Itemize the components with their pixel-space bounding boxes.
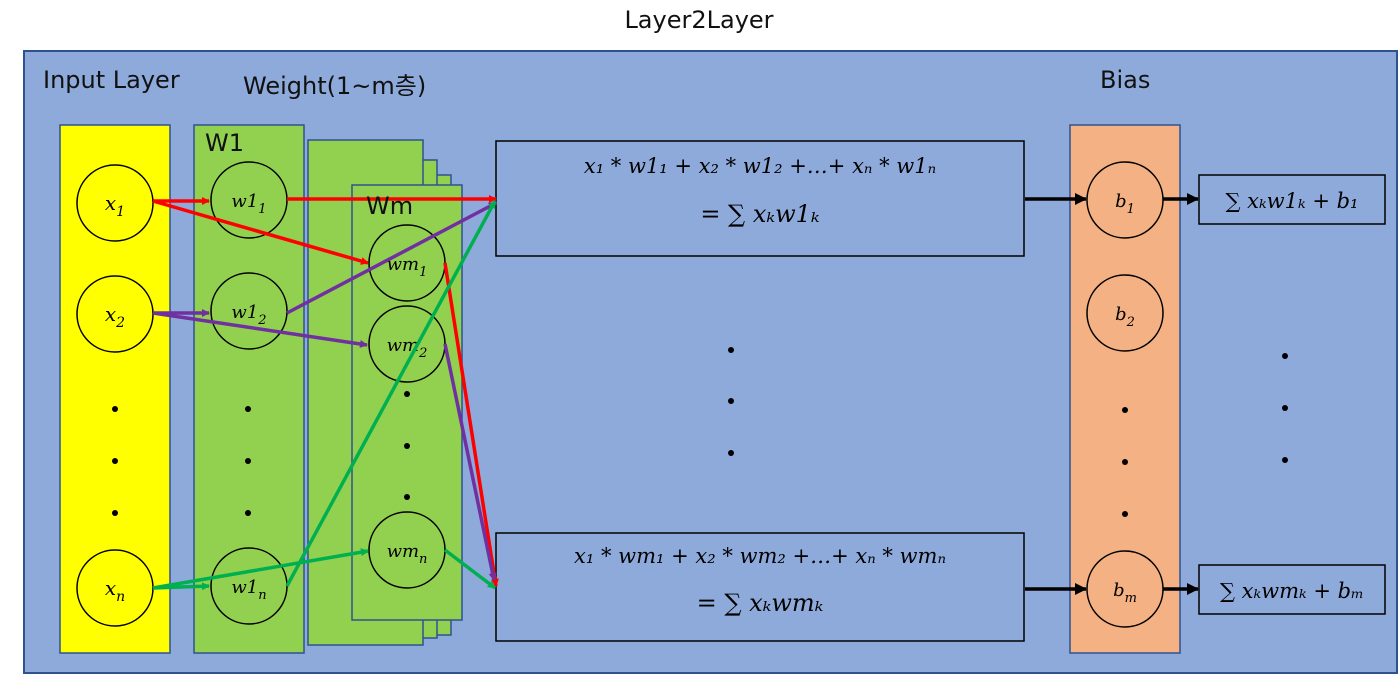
sum-equation-wm-line1: x₁ * wm₁ + x₂ * wm₂ +…+ xₙ * wmₙ [574, 544, 946, 568]
output-equation-m: ∑ xₖwmₖ + bₘ [1220, 579, 1364, 603]
bias-node: bm [1086, 550, 1164, 628]
diagram-title: Layer2Layer [624, 6, 774, 34]
weight-node-wm: wmn [368, 511, 446, 589]
edges-xn [152, 200, 497, 591]
edges-x1 [152, 195, 499, 587]
sum-equation-wm-line2: = ∑ xₖwmₖ [697, 589, 824, 617]
output-box-1 [1198, 174, 1386, 225]
output-box-m [1198, 564, 1386, 615]
svg-text:b2: b2 [1115, 304, 1135, 330]
ellipsis-dots [112, 347, 1288, 517]
svg-text:w11: w11 [231, 191, 266, 217]
svg-text:w1n: w1n [231, 577, 266, 603]
w1-stack-label: W1 [205, 129, 244, 157]
svg-text:w12: w12 [231, 302, 266, 328]
input-node: x1 [76, 164, 154, 242]
weight-node-w1: w11 [210, 161, 288, 239]
weight-node-wm: wm2 [368, 305, 446, 383]
input-node: x2 [76, 275, 154, 353]
output-equation-1: ∑ xₖw1ₖ + b₁ [1226, 189, 1359, 213]
svg-text:b1: b1 [1115, 191, 1135, 217]
edges-x2 [152, 201, 497, 581]
weight-node-w1: w1n [210, 547, 288, 625]
svg-text:wmn: wmn [387, 541, 428, 567]
svg-text:x1: x1 [105, 191, 125, 220]
svg-text:xn: xn [105, 576, 125, 605]
bias-label: Bias [1100, 66, 1151, 94]
weight-node-w1: w12 [210, 272, 288, 350]
weight-layer-label: Weight(1~m층) [243, 72, 427, 100]
sum-equation-w1-line1: x₁ * w1₁ + x₂ * w1₂ +…+ xₙ * w1ₙ [584, 154, 936, 178]
bias-node: b1 [1086, 161, 1164, 239]
svg-text:bm: bm [1113, 580, 1137, 606]
sum-box-wm [495, 532, 1025, 642]
sum-equation-w1-line2: = ∑ xₖw1ₖ [700, 200, 820, 228]
bias-node: b2 [1086, 274, 1164, 352]
svg-text:wm2: wm2 [387, 335, 428, 361]
svg-text:wm1: wm1 [387, 254, 428, 280]
input-layer-label: Input Layer [43, 66, 180, 94]
svg-text:x2: x2 [105, 302, 125, 331]
wm-stack-label: Wm [366, 192, 414, 220]
edges-output [1025, 193, 1199, 595]
input-node: xn [76, 549, 154, 627]
